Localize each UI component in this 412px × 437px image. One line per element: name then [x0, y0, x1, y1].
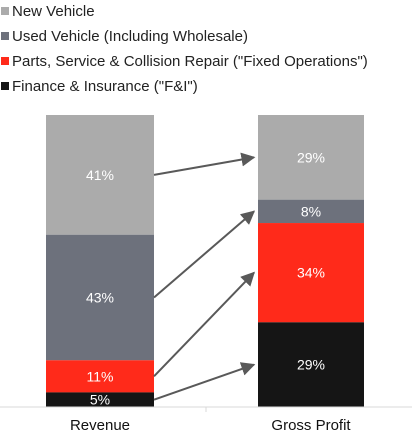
- data-label-gross-profit-2: 8%: [301, 203, 321, 219]
- bar-segment-gross-profit-3: [258, 223, 364, 323]
- x-tick-label-revenue: Revenue: [70, 417, 130, 434]
- x-axis: Revenue Gross Profit: [0, 406, 412, 434]
- bar-segment-revenue-1: [46, 115, 154, 235]
- legend-swatch-1: [1, 7, 9, 15]
- legend-entry-3: Parts, Service & Collision Repair ("Fixe…: [12, 53, 368, 70]
- arrow-4: [153, 362, 256, 401]
- legend-swatch-4: [1, 82, 9, 90]
- bar-segment-gross-profit-4: [258, 322, 364, 407]
- bar-segment-revenue-3: [46, 360, 154, 393]
- legend: New Vehicle Used Vehicle (Including Whole…: [1, 3, 368, 95]
- data-label-revenue-4: 5%: [90, 392, 110, 408]
- legend-entry-1: New Vehicle: [12, 3, 95, 20]
- arrows: [153, 152, 256, 401]
- bar-segment-gross-profit-2: [258, 199, 364, 224]
- data-label-revenue-1: 41%: [86, 167, 114, 183]
- arrow-1: [153, 152, 256, 176]
- data-label-revenue-2: 43%: [86, 290, 114, 306]
- legend-swatch-3: [1, 57, 9, 65]
- data-label-gross-profit-1: 29%: [297, 149, 325, 165]
- data-label-gross-profit-4: 29%: [297, 357, 325, 373]
- legend-entry-2: Used Vehicle (Including Wholesale): [12, 28, 248, 45]
- bars: 41% 43% 11% 5% 29% 8% 34% 29%: [46, 115, 364, 408]
- data-label-revenue-3: 11%: [87, 368, 114, 384]
- bar-segment-revenue-4: [46, 392, 154, 407]
- bar-segment-revenue-2: [46, 234, 154, 361]
- data-label-gross-profit-3: 34%: [297, 265, 325, 281]
- arrow-2: [153, 210, 256, 299]
- legend-entry-4: Finance & Insurance ("F&I"): [12, 78, 198, 95]
- legend-swatch-2: [1, 32, 9, 40]
- bar-segment-gross-profit-1: [258, 115, 364, 200]
- x-tick-label-gross-profit: Gross Profit: [271, 417, 351, 434]
- arrow-3: [153, 271, 255, 378]
